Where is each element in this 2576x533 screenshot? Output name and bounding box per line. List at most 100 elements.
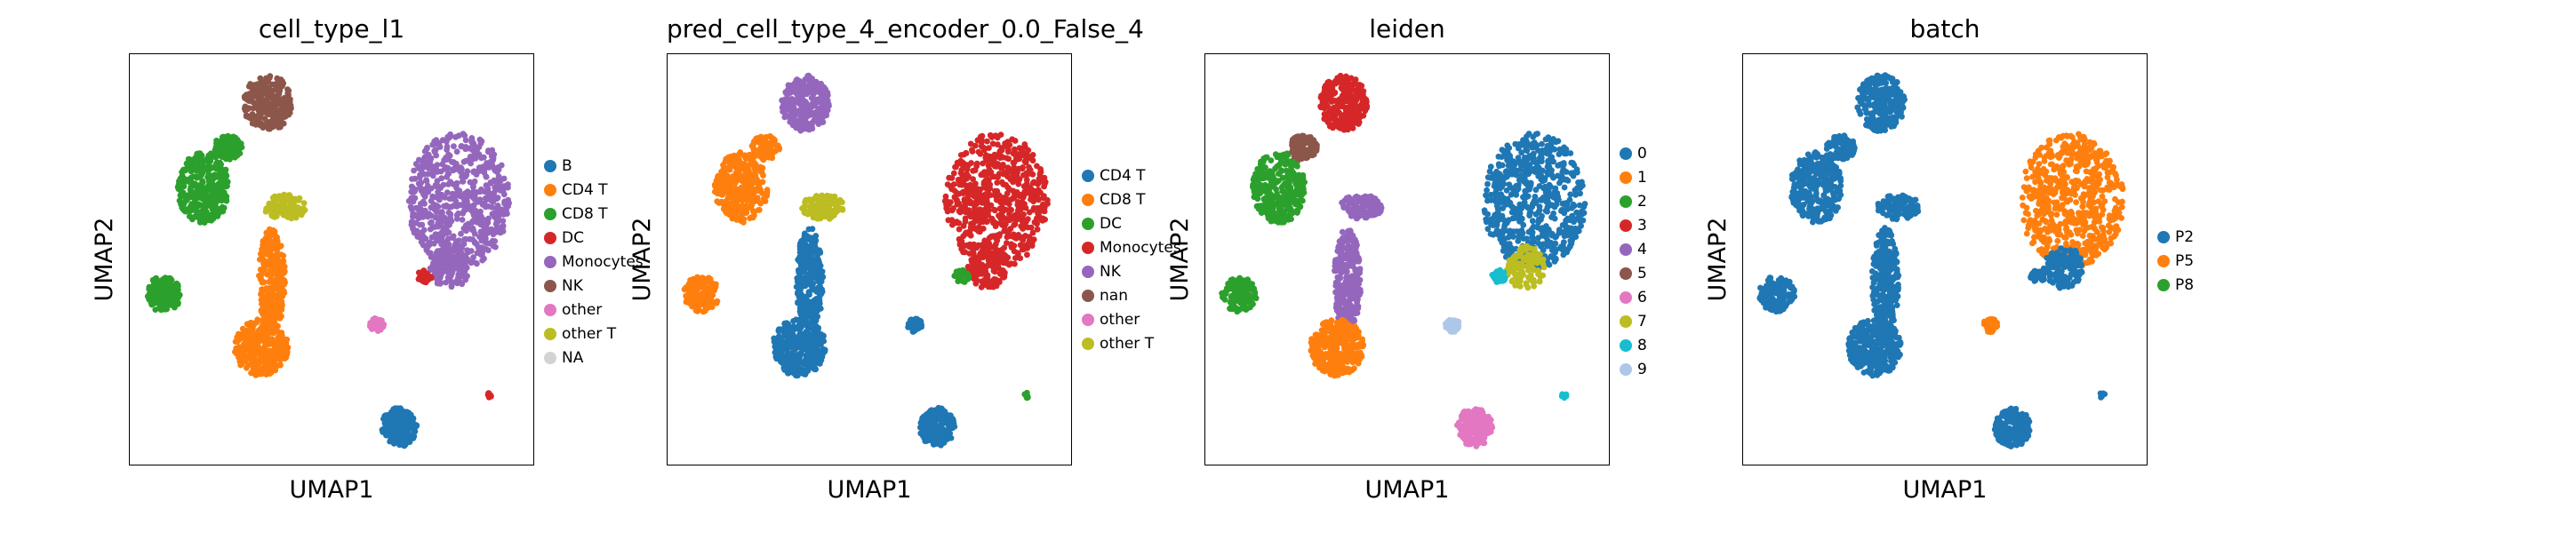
data-point	[719, 191, 725, 198]
data-point	[686, 288, 693, 295]
data-point	[700, 308, 707, 315]
data-point	[437, 259, 444, 266]
data-point	[996, 147, 1004, 155]
data-point	[990, 267, 997, 274]
data-point	[956, 267, 963, 274]
data-point	[1025, 155, 1032, 162]
data-point	[251, 367, 257, 374]
data-point	[803, 125, 810, 132]
data-point	[179, 179, 186, 187]
data-point	[759, 179, 766, 186]
data-point	[205, 202, 212, 209]
data-point	[950, 181, 957, 187]
data-point	[772, 343, 779, 350]
data-point	[1030, 205, 1037, 212]
data-point	[801, 307, 808, 314]
data-point	[256, 80, 263, 87]
data-point	[778, 326, 785, 333]
data-point	[435, 223, 442, 230]
data-point	[388, 424, 396, 430]
data-point	[1023, 177, 1030, 184]
data-point	[706, 286, 713, 292]
data-point	[426, 163, 433, 169]
data-point	[204, 191, 210, 198]
data-point	[951, 194, 958, 201]
data-point	[496, 182, 502, 189]
data-point	[196, 195, 203, 201]
data-point	[476, 188, 484, 195]
data-point	[415, 180, 422, 187]
data-point	[1040, 195, 1047, 202]
data-point	[1021, 141, 1028, 147]
data-point	[1017, 255, 1024, 261]
data-point	[460, 208, 467, 215]
data-point	[475, 244, 482, 251]
data-point	[1020, 194, 1027, 201]
data-point	[984, 243, 991, 251]
data-point	[824, 101, 831, 107]
data-point	[429, 224, 436, 231]
data-point	[813, 344, 820, 350]
data-point	[963, 229, 970, 236]
data-point	[444, 189, 451, 196]
data-point	[967, 140, 974, 147]
data-point	[1002, 254, 1008, 261]
data-point	[436, 144, 444, 150]
data-point	[192, 208, 199, 214]
data-point	[785, 324, 792, 331]
cluster-other	[367, 315, 388, 334]
legend-marker	[544, 255, 556, 268]
data-point	[492, 220, 500, 227]
data-point	[272, 233, 278, 240]
data-point	[1001, 227, 1008, 235]
data-point	[984, 138, 990, 145]
data-point	[487, 179, 494, 186]
data-point	[247, 95, 254, 101]
data-point	[259, 286, 265, 293]
data-point	[703, 296, 710, 302]
data-point	[982, 282, 989, 288]
data-point	[796, 81, 802, 88]
data-point	[780, 365, 788, 372]
data-point	[1041, 204, 1048, 211]
data-point	[723, 181, 730, 188]
data-point	[994, 179, 1001, 187]
data-point	[820, 196, 828, 203]
data-point	[771, 136, 778, 143]
data-point	[409, 417, 416, 424]
data-point	[796, 316, 804, 323]
data-point	[1015, 180, 1022, 187]
data-point	[719, 170, 725, 176]
data-point	[494, 195, 501, 201]
data-point	[435, 203, 442, 211]
data-point	[812, 86, 819, 92]
data-point	[268, 329, 275, 336]
data-point	[500, 183, 508, 189]
data-point	[461, 262, 468, 269]
data-point	[982, 217, 989, 224]
data-point	[271, 291, 278, 298]
data-point	[756, 139, 763, 146]
data-point	[692, 307, 700, 314]
data-point	[203, 209, 210, 215]
data-point	[812, 308, 819, 315]
panel-pred-cell-type: pred_cell_type_4_encoder_0.0_False_4 UMA…	[538, 0, 1181, 533]
data-point	[1038, 177, 1045, 184]
data-point	[257, 251, 264, 258]
data-point	[748, 179, 755, 186]
data-point	[810, 267, 817, 274]
data-point	[465, 249, 472, 256]
data-point	[972, 201, 980, 208]
data-point	[752, 153, 758, 160]
data-point	[912, 315, 919, 322]
data-point	[1015, 165, 1022, 172]
data-point	[399, 435, 406, 442]
data-point	[370, 317, 377, 324]
data-point	[1021, 201, 1028, 208]
data-point	[184, 206, 191, 213]
data-point	[1026, 234, 1033, 240]
data-point	[157, 291, 164, 298]
data-point	[942, 193, 949, 200]
data-point	[444, 139, 450, 145]
data-point	[742, 183, 749, 190]
